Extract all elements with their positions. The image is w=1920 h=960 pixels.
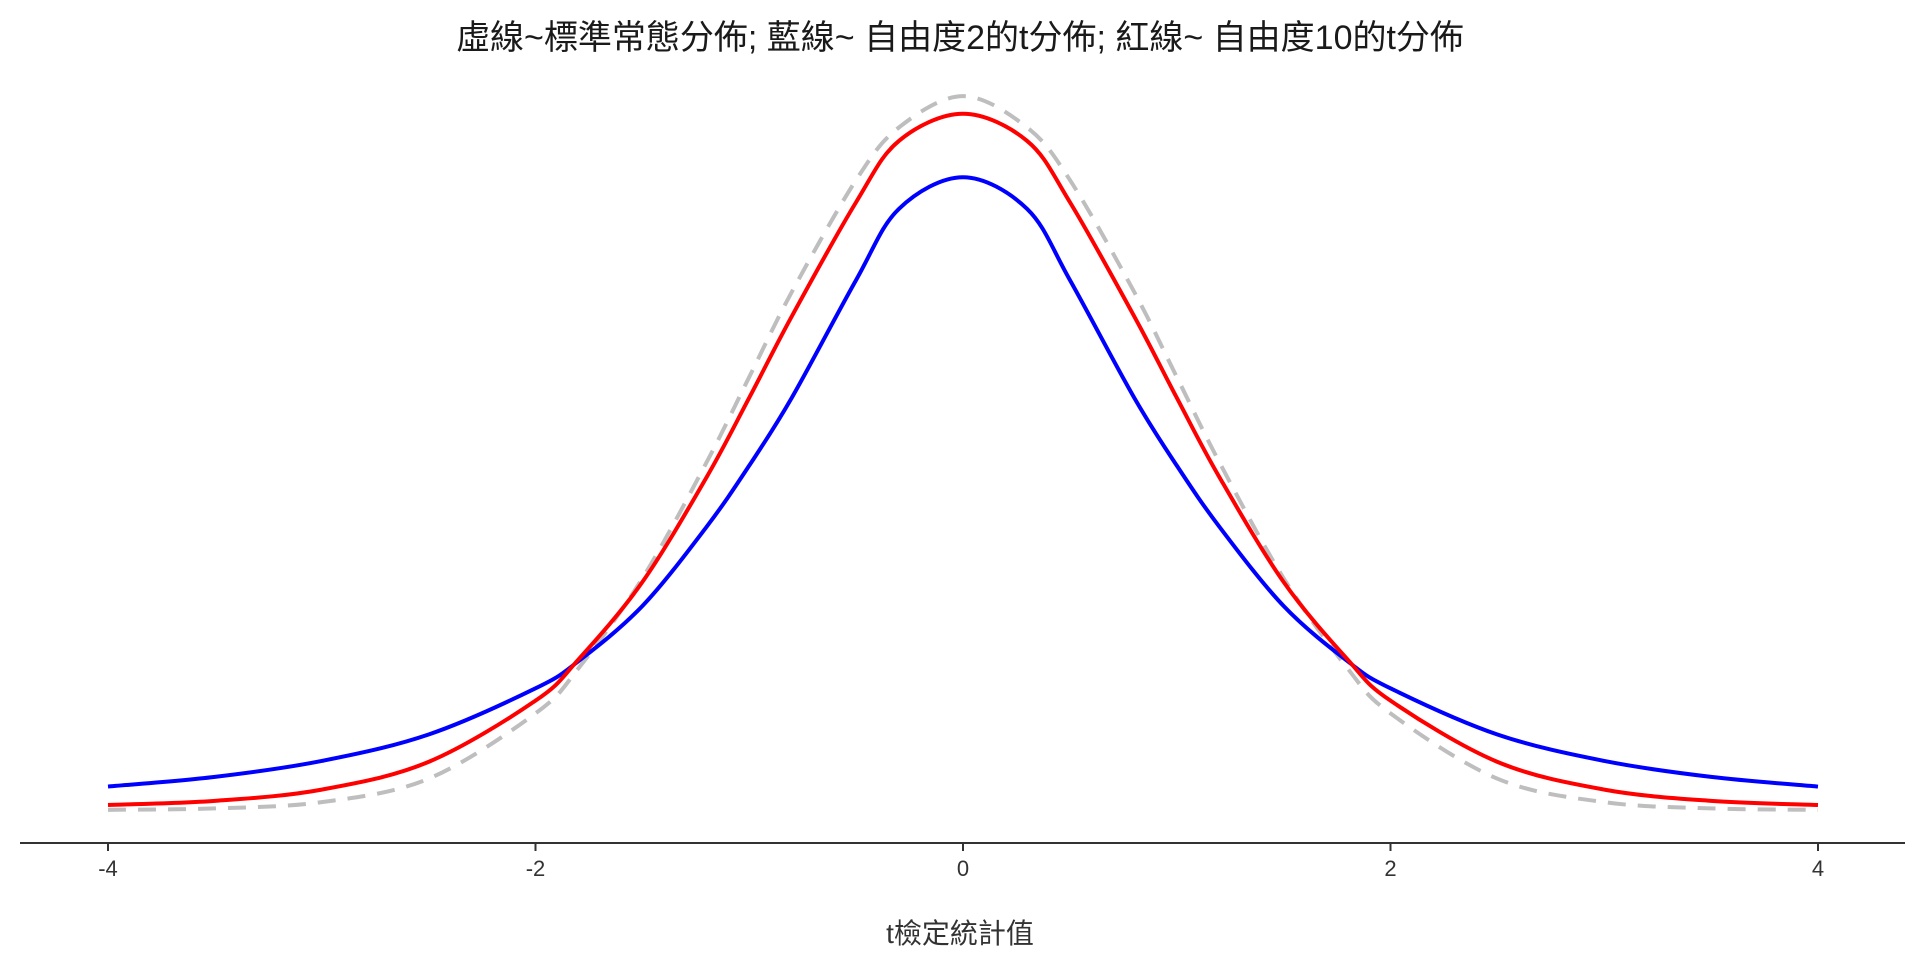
x-tick-label: 4 xyxy=(1812,856,1824,881)
x-axis-title: t檢定統計值 xyxy=(886,918,1034,949)
x-tick-label: 2 xyxy=(1384,856,1396,881)
series-line-t2 xyxy=(107,175,1819,789)
x-axis-ticks: -4 -2 0 2 4 xyxy=(98,843,1824,881)
series-layer xyxy=(107,94,1819,812)
series-line-normal xyxy=(107,94,1819,812)
x-tick-label: 0 xyxy=(957,856,969,881)
series-line-t10 xyxy=(107,111,1819,807)
x-tick-label: -4 xyxy=(98,856,118,881)
x-tick-label: -2 xyxy=(526,856,546,881)
chart-title: 虛線~標準常態分佈; 藍線~ 自由度2的t分佈; 紅線~ 自由度10的t分佈 xyxy=(456,19,1464,57)
